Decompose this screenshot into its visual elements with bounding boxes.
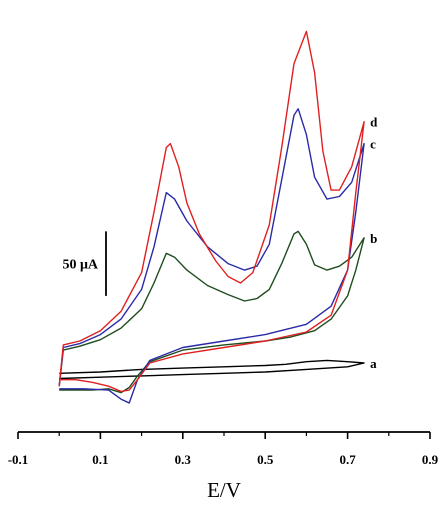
curve-c xyxy=(58,108,365,404)
scale-bar-label: 50 μA xyxy=(62,258,98,273)
x-tick-label: 0.7 xyxy=(339,452,356,467)
x-axis-title: E/V xyxy=(207,478,241,502)
x-axis-ticks xyxy=(17,432,431,439)
curve-label-c: c xyxy=(370,137,376,152)
curve-label-d: d xyxy=(370,115,378,130)
x-tick-label: 0.9 xyxy=(422,452,439,467)
x-tick-label: 0.1 xyxy=(92,452,108,467)
x-tick-label: 0.5 xyxy=(257,452,274,467)
curve-d xyxy=(58,30,365,393)
curve-label-a: a xyxy=(370,356,377,371)
curve-a xyxy=(59,359,365,380)
curve-labels: a b cd xyxy=(370,115,378,371)
x-tick-label: 0.3 xyxy=(175,452,192,467)
x-axis-tick-labels: -0.1 0.1 0.3 0.5 0.7 0.9 xyxy=(8,452,439,467)
x-tick-label: -0.1 xyxy=(8,452,29,467)
curves-layer xyxy=(58,30,365,404)
curve-label-b: b xyxy=(370,231,377,246)
